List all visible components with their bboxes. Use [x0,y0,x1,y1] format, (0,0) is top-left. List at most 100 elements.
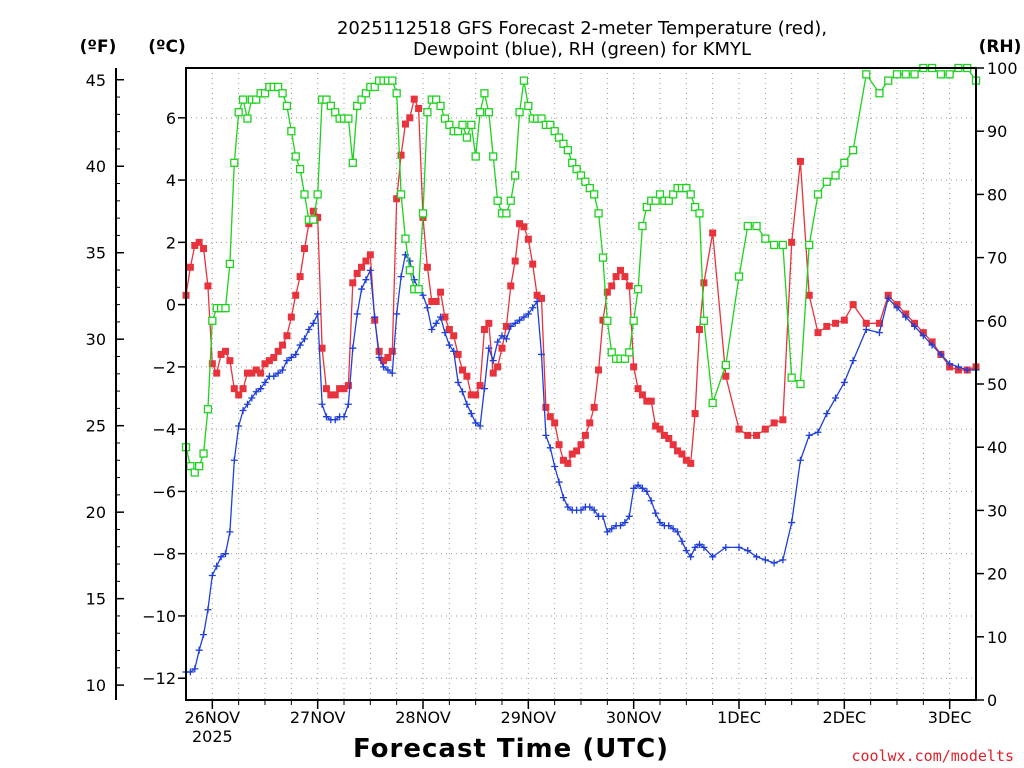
rh-point [423,108,432,117]
temperature-point [336,385,344,393]
celsius-tick-label: −6 [152,482,176,501]
dewpoint-point [862,326,870,334]
dewpoint-point [502,335,510,343]
temperature-point [595,366,603,374]
rh-point [493,196,502,205]
rh-point [813,190,823,199]
dewpoint-point [586,503,594,511]
dewpoint-point [520,313,528,321]
rh-point [761,234,770,243]
temperature-point [665,434,673,442]
dewpoint-point [911,322,919,330]
dewpoint-point [511,319,519,327]
temperature-point [511,257,519,265]
temperature-point [796,157,804,165]
temperature-point [279,341,287,349]
dewpoint-point [445,341,453,349]
temperature-point [358,263,366,271]
rh-point [203,405,213,414]
temperature-point [301,245,308,253]
dewpoint-point [274,369,282,377]
rh-point [787,373,796,382]
dewpoint-line [186,253,976,673]
dewpoint-point [590,506,598,514]
dewpoint-point [630,484,638,492]
rh-point [489,152,498,161]
chart-title-line-1: 2025112518 GFS Forecast 2-meter Temperat… [337,18,827,39]
temperature-point [283,332,291,340]
rh-unit-label: (RH) [979,37,1022,57]
dewpoint-point [665,522,673,530]
rh-tick-label: 70 [987,249,1007,268]
temperature-point [261,360,269,368]
rh-point [195,462,204,471]
dewpoint-point [761,556,769,564]
temperature-point [410,95,418,103]
temperature-point [542,403,550,411]
dewpoint-point [722,543,730,551]
temperature-point [559,456,567,464]
rh-point [796,379,805,389]
fahrenheit-tick-label: 45 [86,71,106,90]
rh-point [313,190,322,199]
rh-tick-label: 100 [987,59,1018,78]
rh-point [392,89,401,98]
rh-point [559,139,568,148]
temperature-point [217,350,225,358]
dewpoint-point [498,332,506,340]
x-tick-label: 27NOV [290,708,346,727]
temperature-point [590,403,598,411]
temperature-point [476,382,484,390]
temperature-point [292,291,300,299]
dewpoint-point [599,512,607,520]
temperature-point [388,347,396,355]
temperature-point [450,332,458,340]
rh-point [769,240,779,250]
temperature-point [327,391,335,399]
dewpoint-point [388,369,396,377]
dewpoint-point [788,519,796,527]
rh-point [848,146,858,155]
dewpoint-point [393,310,401,318]
temperature-point [568,450,576,458]
rh-point [511,171,520,180]
dewpoint-point [305,326,313,334]
temperature-point [401,120,409,128]
temperature-point [744,431,752,439]
rh-point [287,127,296,136]
temperature-point [200,245,208,253]
x-tick-label: 2DEC [822,708,866,727]
temperature-point [678,450,686,458]
dewpoint-point [674,528,682,536]
rh-point [458,120,467,130]
temperature-point [226,357,234,365]
dewpoint-point [432,319,440,327]
dewpoint-point [946,360,954,368]
temperature-point [538,294,545,302]
rh-point [401,234,410,243]
dewpoint-point [700,543,708,551]
rh-tick-label: 20 [987,565,1007,584]
dewpoint-point [371,313,379,321]
dewpoint-point [735,543,743,551]
rh-point [594,209,603,218]
rh-point [945,70,954,79]
dewpoint-point [625,512,633,520]
dewpoint-point [441,329,449,337]
dewpoint-point [213,562,221,570]
dewpoint-point [507,322,515,330]
dewpoint-point [796,456,804,464]
temperature-point [366,251,374,259]
rh-point [778,240,788,250]
rh-point [638,221,647,231]
dewpoint-point [533,297,541,305]
rh-point [590,190,599,199]
temperature-point [652,422,660,430]
temperature-point [840,316,848,324]
credit-link[interactable]: coolwx.com/modelts [851,747,1014,765]
rh-point [221,304,230,313]
dewpoint-point [217,553,225,561]
temperature-point [406,114,414,122]
dewpoint-point [902,313,910,321]
rh-point [484,108,493,117]
